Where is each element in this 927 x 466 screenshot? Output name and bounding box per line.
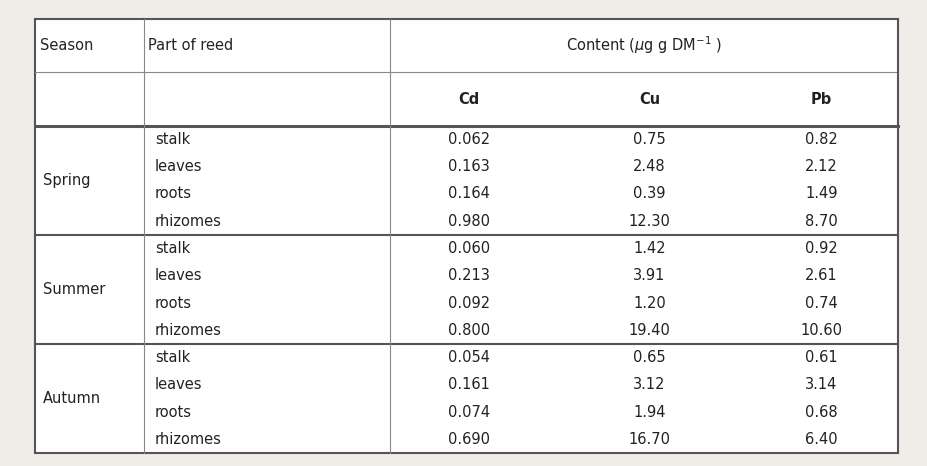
Text: 0.92: 0.92	[804, 241, 837, 256]
Text: rhizomes: rhizomes	[155, 432, 222, 447]
Text: 1.20: 1.20	[632, 295, 666, 310]
Text: roots: roots	[155, 186, 192, 201]
Text: leaves: leaves	[155, 268, 202, 283]
Text: 12.30: 12.30	[628, 214, 670, 229]
Text: 0.161: 0.161	[447, 377, 489, 392]
Text: 0.690: 0.690	[447, 432, 489, 447]
Text: 6.40: 6.40	[804, 432, 837, 447]
Text: 0.092: 0.092	[447, 295, 489, 310]
Text: rhizomes: rhizomes	[155, 214, 222, 229]
Text: stalk: stalk	[155, 241, 190, 256]
Text: Cu: Cu	[639, 91, 659, 107]
Text: 1.49: 1.49	[804, 186, 837, 201]
Text: 2.61: 2.61	[804, 268, 837, 283]
Text: leaves: leaves	[155, 377, 202, 392]
Text: 3.14: 3.14	[805, 377, 836, 392]
Text: 0.61: 0.61	[804, 350, 837, 365]
Text: 0.65: 0.65	[632, 350, 666, 365]
Text: 0.75: 0.75	[632, 132, 666, 147]
Text: 0.74: 0.74	[804, 295, 837, 310]
Text: Spring: Spring	[43, 173, 90, 188]
Text: Summer: Summer	[43, 282, 105, 297]
Text: Part of reed: Part of reed	[148, 38, 234, 53]
Text: 0.054: 0.054	[447, 350, 489, 365]
Text: 2.48: 2.48	[632, 159, 666, 174]
Text: 0.82: 0.82	[804, 132, 837, 147]
Text: 3.91: 3.91	[633, 268, 665, 283]
Text: 10.60: 10.60	[799, 323, 842, 338]
Text: 3.12: 3.12	[632, 377, 666, 392]
Text: 0.163: 0.163	[448, 159, 489, 174]
Text: 19.40: 19.40	[628, 323, 670, 338]
Text: 1.94: 1.94	[632, 404, 666, 419]
Text: 0.68: 0.68	[804, 404, 837, 419]
Text: Content ($\mu$g g DM$^{-1}$ ): Content ($\mu$g g DM$^{-1}$ )	[565, 34, 721, 56]
Text: 1.42: 1.42	[632, 241, 666, 256]
Text: 0.39: 0.39	[632, 186, 666, 201]
Text: 0.800: 0.800	[447, 323, 489, 338]
Text: rhizomes: rhizomes	[155, 323, 222, 338]
Text: 0.062: 0.062	[447, 132, 489, 147]
Text: 0.060: 0.060	[447, 241, 489, 256]
Text: Autumn: Autumn	[43, 391, 101, 406]
Text: 0.980: 0.980	[447, 214, 489, 229]
Text: 8.70: 8.70	[804, 214, 837, 229]
Text: 2.12: 2.12	[804, 159, 837, 174]
Text: Cd: Cd	[458, 91, 478, 107]
Text: 0.074: 0.074	[447, 404, 489, 419]
Text: 0.213: 0.213	[447, 268, 489, 283]
Text: 0.164: 0.164	[447, 186, 489, 201]
Text: Pb: Pb	[810, 91, 831, 107]
Text: stalk: stalk	[155, 350, 190, 365]
Text: Season: Season	[40, 38, 94, 53]
Text: 16.70: 16.70	[628, 432, 670, 447]
Text: roots: roots	[155, 295, 192, 310]
Text: stalk: stalk	[155, 132, 190, 147]
Text: roots: roots	[155, 404, 192, 419]
Text: leaves: leaves	[155, 159, 202, 174]
